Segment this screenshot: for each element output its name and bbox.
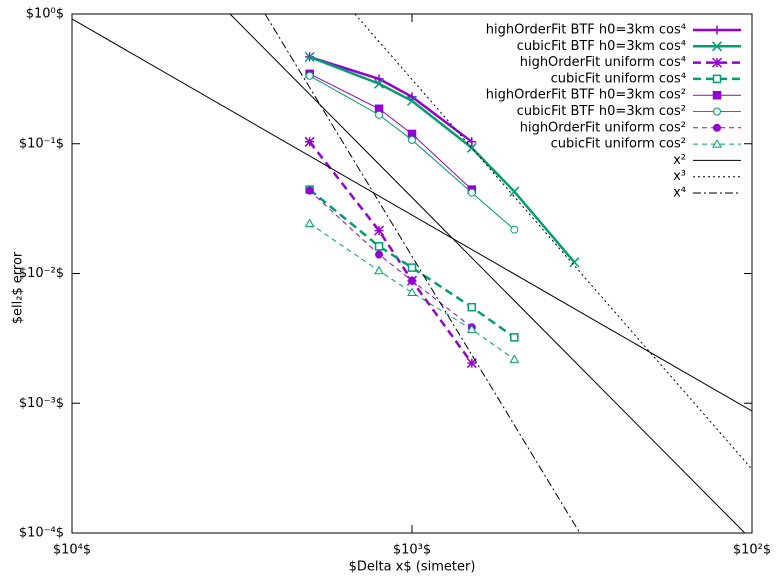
y-axis-label: $ell₂$ error bbox=[11, 251, 26, 324]
legend-label: x⁴ bbox=[673, 186, 686, 201]
series-line bbox=[354, 14, 752, 470]
legend-label: x³ bbox=[673, 169, 686, 184]
legend-label: highOrderFit BTF h0=3km cos⁴ bbox=[486, 23, 686, 38]
marker bbox=[711, 57, 723, 68]
marker bbox=[467, 188, 476, 197]
legend-label: highOrderFit BTF h0=3km cos² bbox=[486, 88, 686, 103]
marker bbox=[509, 186, 520, 197]
marker bbox=[510, 333, 519, 342]
marker bbox=[408, 135, 416, 144]
series-line bbox=[308, 141, 473, 364]
marker bbox=[374, 74, 384, 84]
legend-label: cubicFit BTF h0=3km cos⁴ bbox=[517, 39, 686, 54]
x-axis-label: $Delta x$ (simeter) bbox=[349, 560, 476, 575]
marker bbox=[509, 354, 520, 363]
marker bbox=[408, 276, 416, 285]
marker bbox=[407, 287, 417, 296]
series-line bbox=[309, 55, 576, 264]
marker bbox=[304, 218, 315, 227]
marker bbox=[304, 51, 315, 62]
marker bbox=[711, 41, 723, 52]
legend-label: highOrderFit uniform cos⁴ bbox=[520, 55, 686, 70]
marker bbox=[305, 71, 314, 80]
series-line bbox=[309, 55, 473, 143]
x-tick-label: $10⁴$ bbox=[53, 543, 91, 558]
y-tick-label: $10⁻⁴$ bbox=[19, 526, 64, 541]
x-tick-label: $10³$ bbox=[393, 543, 431, 558]
legend-label: cubicFit uniform cos⁴ bbox=[551, 71, 686, 86]
marker bbox=[305, 186, 314, 195]
plot-area bbox=[72, 14, 752, 533]
marker bbox=[712, 90, 722, 100]
marker bbox=[375, 110, 384, 119]
series-line bbox=[264, 14, 581, 533]
marker bbox=[467, 302, 477, 312]
marker bbox=[713, 123, 721, 132]
x-tick-label: $10²$ bbox=[733, 543, 771, 558]
legend-label: cubicFit uniform cos² bbox=[551, 137, 686, 152]
legend-label: cubicFit BTF h0=3km cos² bbox=[517, 104, 686, 119]
y-tick-label: $10⁻¹$ bbox=[19, 136, 64, 151]
marker bbox=[406, 95, 418, 106]
series-line bbox=[309, 190, 473, 328]
marker bbox=[713, 107, 721, 116]
marker bbox=[304, 136, 315, 147]
legend-label: highOrderFit uniform cos² bbox=[520, 120, 686, 135]
series-line bbox=[308, 188, 516, 339]
marker bbox=[510, 225, 519, 234]
series-line bbox=[72, 18, 752, 412]
marker bbox=[407, 263, 417, 272]
marker bbox=[466, 324, 477, 333]
legend-label: x² bbox=[673, 153, 686, 168]
marker bbox=[374, 78, 385, 89]
series-line bbox=[309, 73, 473, 190]
marker bbox=[712, 139, 722, 148]
marker bbox=[569, 257, 580, 268]
marker bbox=[374, 265, 384, 275]
y-tick-label: $10⁻³$ bbox=[19, 396, 64, 411]
marker bbox=[467, 137, 477, 147]
marker bbox=[466, 358, 477, 369]
series-line bbox=[309, 223, 515, 360]
y-tick-label: $10⁻²$ bbox=[19, 266, 64, 281]
marker bbox=[374, 225, 385, 236]
marker bbox=[712, 25, 722, 35]
y-tick-label: $10⁰$ bbox=[26, 7, 64, 22]
marker bbox=[374, 242, 384, 251]
series-line bbox=[229, 14, 746, 533]
marker bbox=[375, 250, 384, 259]
marker bbox=[712, 74, 722, 84]
